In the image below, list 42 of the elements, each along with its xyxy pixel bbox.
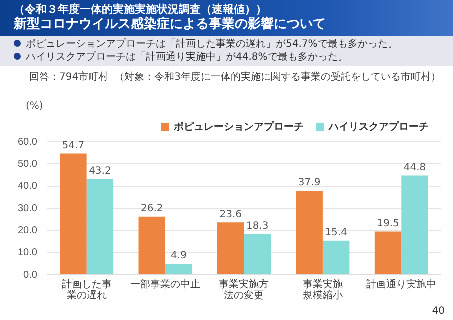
text: ポピュレーションアプローチは「計画した事業の遅れ」が54.7%で最も多かった。 (26, 39, 398, 50)
x-tick-label: 事業実施方法の変更 (219, 278, 270, 302)
y-tick-label: 20.0 (18, 225, 38, 236)
y-axis-title: (%) (26, 101, 44, 112)
chart-title: 新型コロナウイルス感染症による事業の影響について (14, 17, 327, 33)
data-label: 15.4 (325, 227, 348, 238)
text: 回答：794市町村 (30, 70, 109, 84)
data-label: 43.2 (89, 166, 112, 177)
x-tick-label: 事業実施規模縮小 (302, 278, 343, 302)
data-label: 4.9 (170, 250, 187, 262)
data-label: 44.8 (404, 162, 426, 174)
x-tick-label: 計画した事業の遅れ (62, 278, 112, 302)
legend-label: ポピュレーションアプローチ (173, 120, 304, 133)
data-label: 23.6 (220, 209, 242, 220)
data-label: 18.3 (246, 221, 269, 232)
text: ハイリスクアプローチは「計画通り実施中」が44.8%で最も多かった。 (26, 52, 348, 63)
bar (166, 264, 192, 274)
data-label: 19.5 (377, 218, 400, 230)
bar (322, 240, 350, 274)
text: 40 (432, 306, 445, 317)
y-tick-label: 60.0 (18, 136, 38, 148)
y-tick-label: 40.0 (18, 181, 38, 192)
bar (402, 176, 428, 274)
bar (86, 179, 114, 274)
data-label: 26.2 (141, 204, 164, 215)
bar (244, 234, 271, 274)
y-tick-label: 10.0 (18, 248, 38, 259)
data-label: 54.7 (62, 140, 85, 152)
bar (296, 190, 323, 274)
bar (60, 154, 87, 274)
bar (138, 216, 166, 274)
bar (374, 232, 402, 274)
text: （対象：令和3年度に一体的実施に関する事業の受託をしている市町村） (114, 70, 441, 84)
x-tick-label: 一部事業の中止 (130, 278, 201, 290)
legend-label: ハイリスクアプローチ (328, 120, 429, 133)
data-label: 37.9 (298, 178, 321, 189)
y-tick-label: 30.0 (18, 203, 38, 214)
y-tick-label: 0.0 (24, 270, 38, 281)
x-tick-label: 計画通り実施中 (366, 278, 437, 290)
chart-subtitle: （令和３年度一体的実施実施状況調査（速報値）） (14, 3, 268, 16)
bar (217, 222, 244, 274)
y-tick-label: 50.0 (18, 158, 38, 170)
